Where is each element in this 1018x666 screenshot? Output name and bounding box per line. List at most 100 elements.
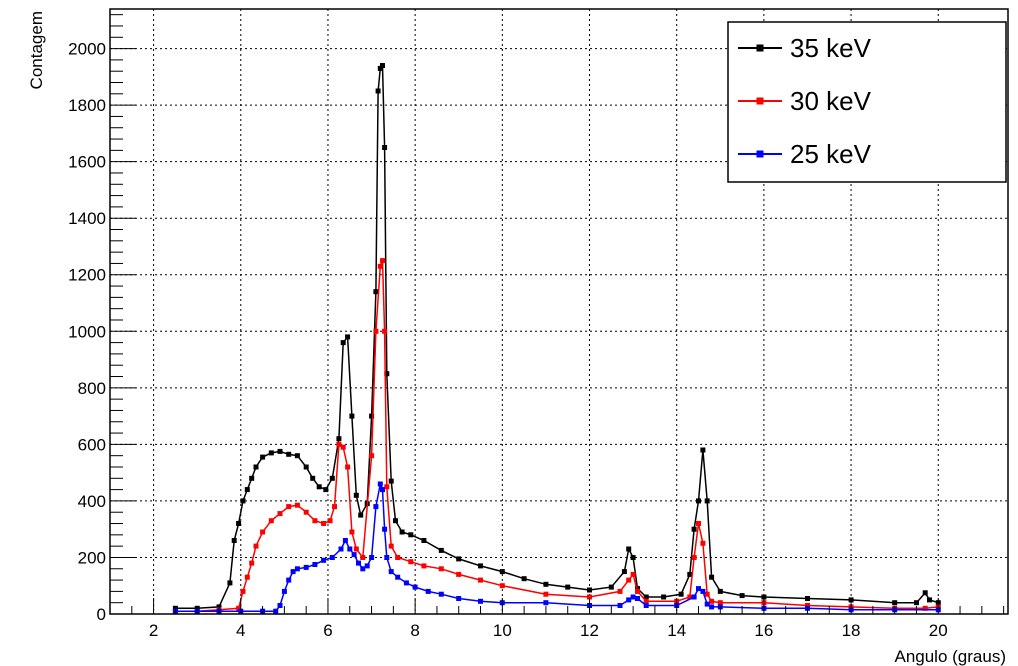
legend-marker (756, 44, 764, 52)
data-point (687, 571, 693, 577)
data-point (408, 532, 414, 538)
data-point (587, 587, 592, 593)
data-point (373, 328, 379, 334)
data-point (388, 478, 394, 484)
data-point (286, 577, 292, 583)
data-point (709, 604, 715, 610)
data-point (281, 588, 287, 594)
data-point (316, 484, 322, 490)
data-point (249, 475, 255, 481)
y-tick-label: 600 (78, 435, 106, 454)
data-point (375, 88, 381, 94)
x-tick-label: 20 (929, 621, 948, 640)
data-point (323, 487, 329, 493)
y-axis-title: Contagem (27, 11, 46, 89)
data-point (240, 588, 246, 594)
data-point (696, 586, 701, 592)
data-point (687, 594, 693, 600)
data-point (704, 498, 710, 504)
data-point (700, 447, 706, 453)
y-tick-label: 2000 (68, 40, 106, 59)
legend-label: 25 keV (790, 139, 872, 169)
data-point (621, 569, 627, 575)
data-point (438, 591, 444, 597)
data-point (364, 563, 370, 569)
data-point (268, 450, 274, 456)
data-point (425, 588, 431, 594)
data-point (382, 526, 388, 532)
data-point (761, 594, 767, 600)
data-point (661, 594, 667, 600)
data-point (393, 518, 398, 524)
data-point (353, 492, 359, 498)
data-point (294, 566, 300, 572)
data-point (643, 594, 649, 600)
data-point (332, 504, 337, 510)
data-point (249, 560, 255, 566)
data-point (347, 546, 353, 552)
data-point (630, 594, 636, 600)
legend-marker (756, 97, 764, 105)
data-point (805, 596, 810, 601)
data-point (700, 540, 706, 546)
data-point (478, 563, 483, 569)
data-point (377, 263, 383, 269)
data-point (543, 581, 549, 587)
data-point (260, 454, 266, 460)
plot-frame (109, 8, 1009, 615)
x-tick-label: 16 (754, 621, 773, 640)
data-point (286, 504, 292, 510)
data-point (499, 569, 505, 575)
data-point (384, 371, 390, 377)
data-point (227, 580, 233, 586)
y-tick-label: 1400 (68, 209, 106, 228)
legend-item: 35 keV (738, 33, 872, 63)
data-point (273, 608, 279, 614)
data-point (922, 605, 928, 611)
data-point (709, 574, 715, 580)
data-point (456, 596, 462, 601)
data-point (478, 598, 483, 604)
data-point (696, 521, 701, 526)
data-point (236, 521, 242, 526)
data-point (351, 552, 357, 558)
data-point (635, 596, 640, 601)
data-point (377, 65, 383, 71)
data-point (696, 498, 701, 504)
data-point (327, 518, 333, 524)
data-point (914, 600, 919, 606)
data-point (704, 601, 710, 607)
data-point (277, 448, 283, 454)
data-point (456, 571, 462, 577)
x-tick-label: 12 (580, 621, 599, 640)
data-point (499, 583, 505, 589)
x-tick-label: 10 (493, 621, 512, 640)
data-point (310, 475, 316, 481)
data-point (294, 502, 300, 508)
tick-labels: 2 4 6 8 10 12 14 16 18 20020040060080010001200140… (68, 40, 948, 640)
data-point (709, 598, 715, 604)
data-point (244, 487, 250, 493)
data-point (521, 576, 527, 582)
data-point (630, 571, 636, 577)
data-point (353, 546, 359, 552)
data-point (922, 590, 928, 596)
data-point (377, 481, 383, 487)
data-point (336, 441, 342, 447)
data-point (626, 597, 632, 603)
data-point (608, 584, 614, 590)
data-point (408, 559, 414, 565)
data-point (360, 566, 366, 572)
data-point (543, 591, 549, 597)
data-point (321, 557, 327, 563)
y-tick-label: 200 (78, 548, 106, 567)
data-point (384, 484, 390, 490)
data-point (277, 603, 283, 608)
data-point (312, 562, 318, 567)
data-point (338, 546, 344, 552)
data-point (369, 555, 375, 560)
data-point (340, 340, 346, 346)
data-point (303, 509, 309, 515)
data-point (253, 464, 259, 470)
